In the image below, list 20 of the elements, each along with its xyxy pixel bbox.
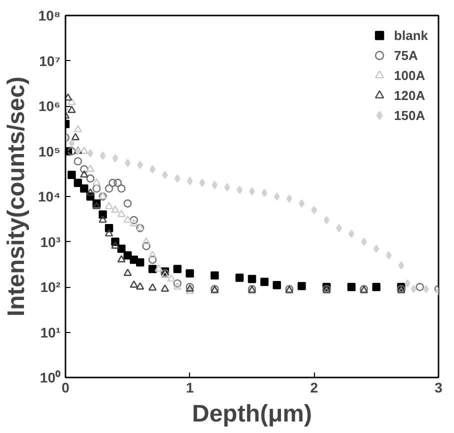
y-tick-label: 10⁷ <box>39 52 61 69</box>
x-axis-title: Depth(μm) <box>192 400 312 428</box>
legend-label: 150A <box>394 108 426 122</box>
legend-label: 75A <box>394 48 418 62</box>
x-tick-label: 3 <box>434 380 443 396</box>
y-tick-label: 10² <box>40 279 61 295</box>
y-tick-label: 10⁶ <box>38 98 61 114</box>
y-tick-label: 10⁵ <box>38 143 61 160</box>
y-tick-label: 10⁴ <box>38 188 61 204</box>
x-tick-label: 0 <box>62 380 70 396</box>
y-tick-label: 10³ <box>40 234 61 250</box>
y-tick-label: 10⁸ <box>38 8 61 24</box>
y-axis-title: Intensity(counts/sec) <box>3 76 30 317</box>
y-tick-label: 10⁰ <box>40 370 61 386</box>
legend-label: blank <box>394 28 428 42</box>
x-tick-label: 1 <box>186 380 194 396</box>
legend-label: 100A <box>394 68 426 82</box>
legend-label: 120A <box>394 88 426 102</box>
x-tick-label: 2 <box>310 380 318 396</box>
y-tick-label: 10¹ <box>40 324 61 340</box>
